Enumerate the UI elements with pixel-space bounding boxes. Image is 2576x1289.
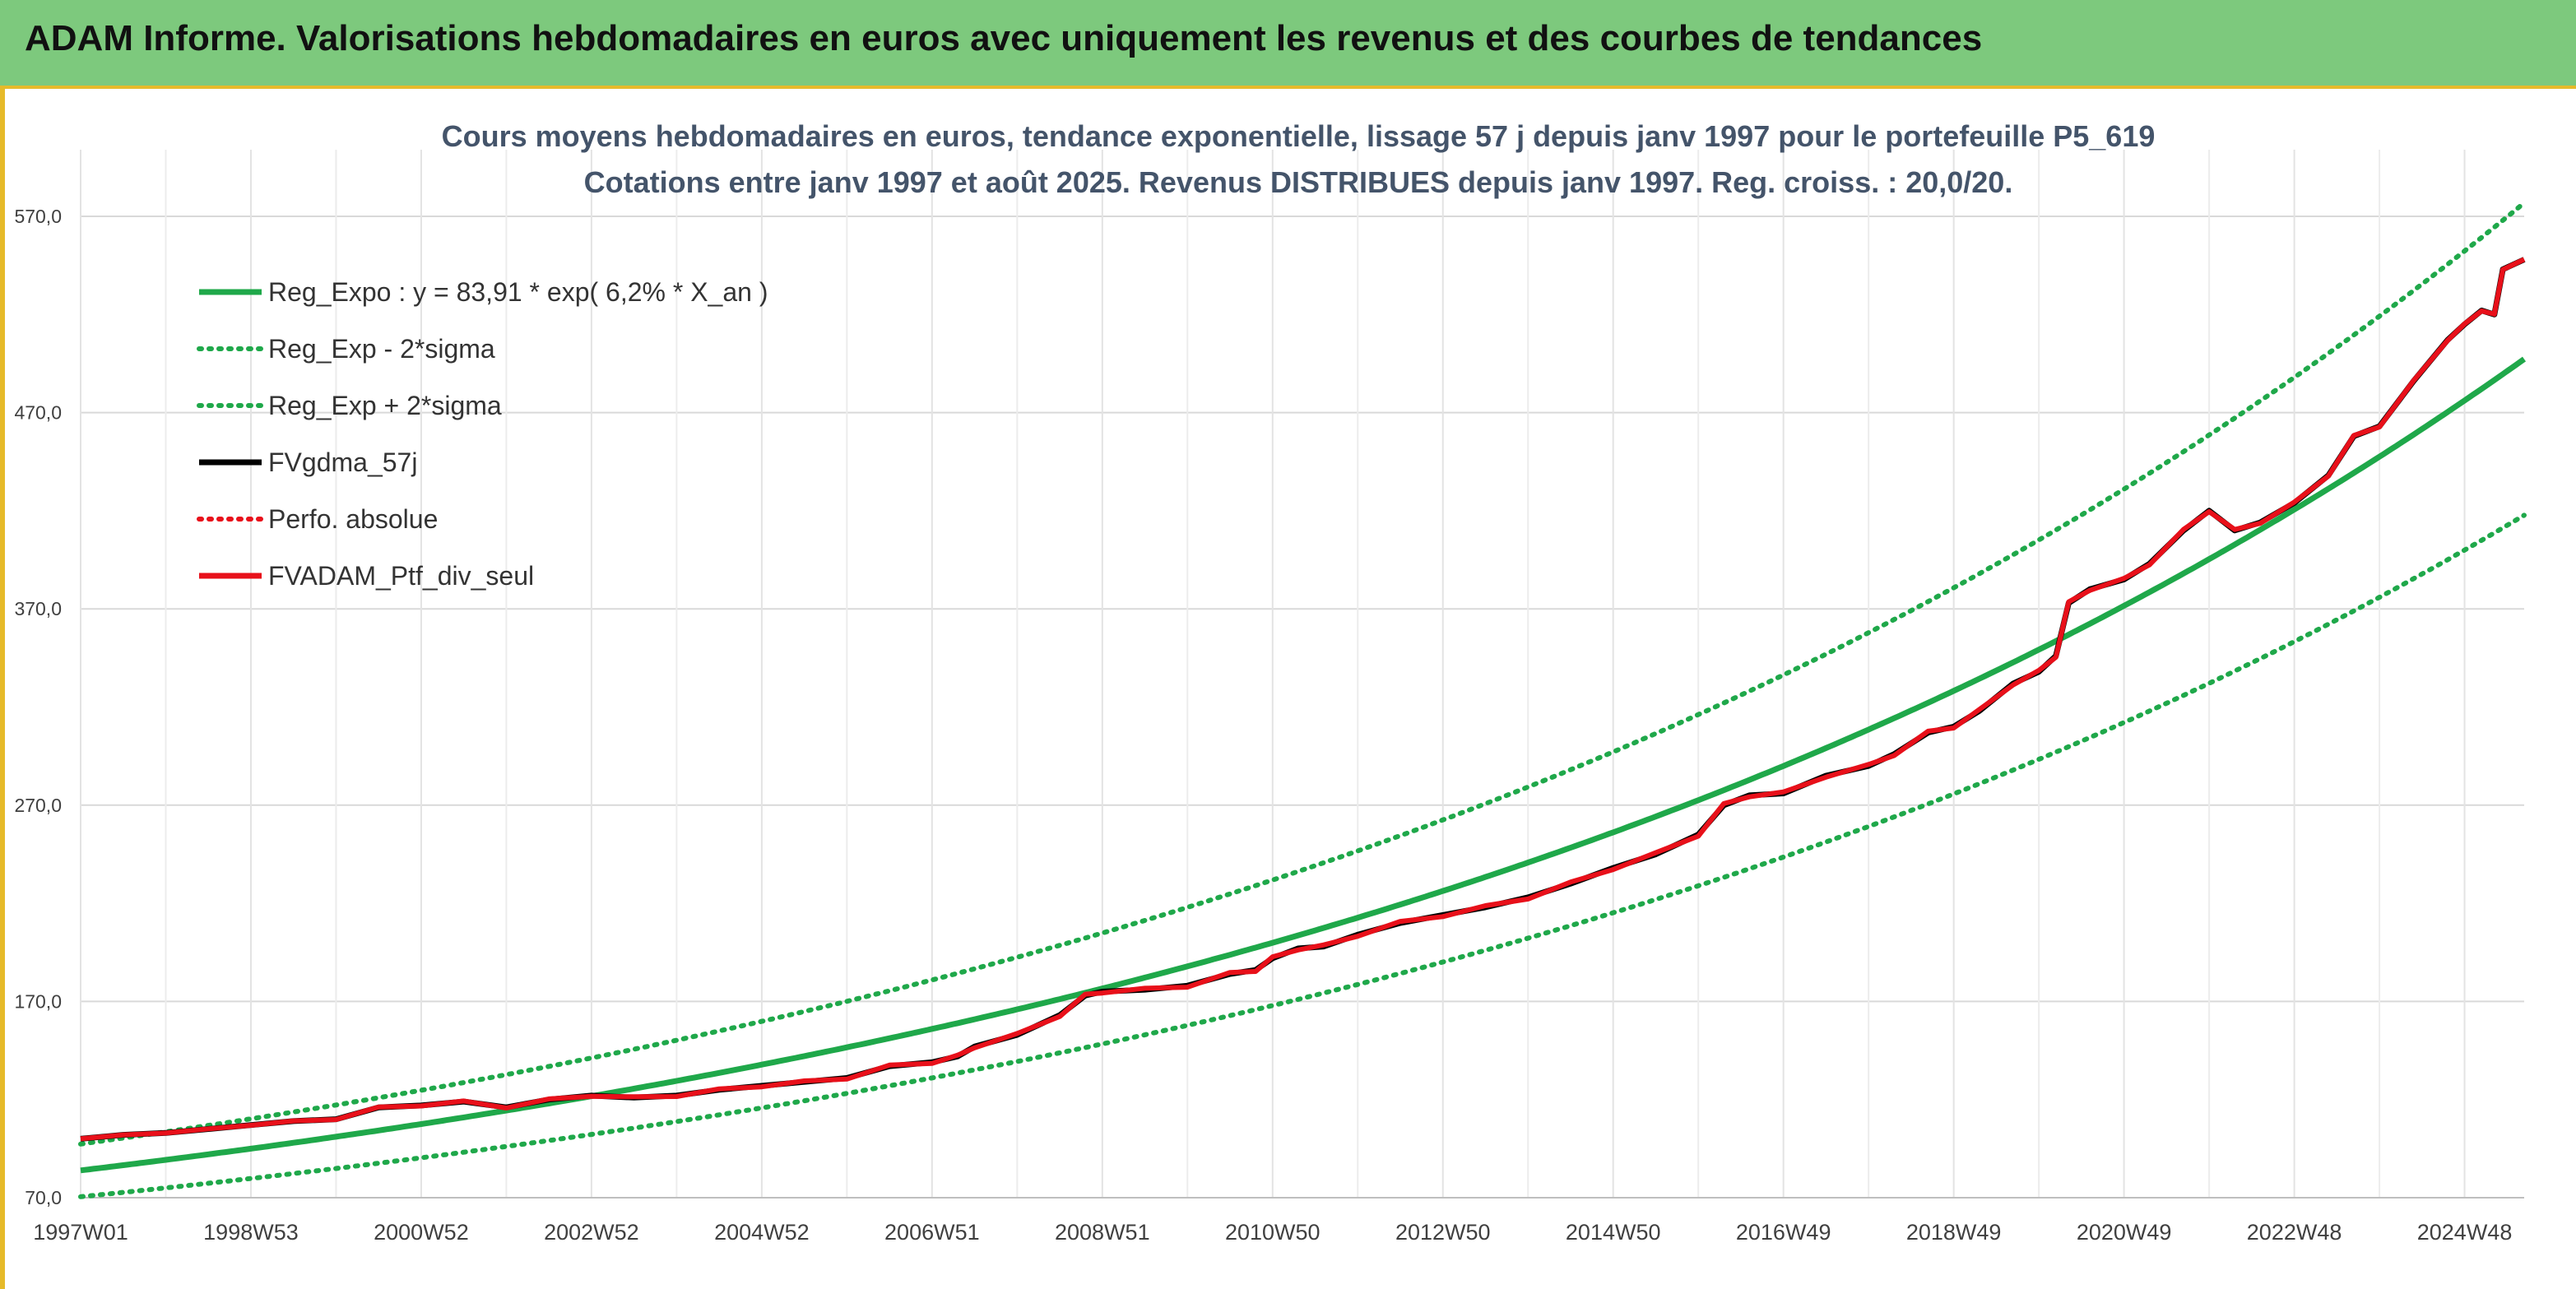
x-tick-label: 2022W48 <box>2247 1220 2342 1245</box>
x-tick-label: 1998W53 <box>203 1220 299 1245</box>
x-tick-label: 2008W51 <box>1055 1220 1150 1245</box>
x-tick-label: 2004W52 <box>714 1220 810 1245</box>
header-banner: ADAM Informe. Valorisations hebdomadaire… <box>0 0 2576 86</box>
x-tick-label: 1997W01 <box>33 1220 128 1245</box>
portfolio-line <box>80 257 2526 1142</box>
legend-label: Perfo. absolue <box>268 504 438 534</box>
x-tick-label: 2018W49 <box>1906 1220 2002 1245</box>
x-tick-label: 2002W52 <box>544 1220 639 1245</box>
x-tick-label: 2006W51 <box>884 1220 980 1245</box>
x-axis: 1997W01 1998W53 2000W52 2002W52 2004W52 2006W… <box>33 1220 2512 1245</box>
y-tick-label: 70,0 <box>25 1187 62 1208</box>
legend-label: Reg_Exp - 2*sigma <box>268 334 495 364</box>
chart-frame <box>0 86 2576 1289</box>
x-tick-label: 2010W50 <box>1225 1220 1320 1245</box>
x-tick-label: 2016W49 <box>1736 1220 1831 1245</box>
y-tick-label: 470,0 <box>14 402 62 424</box>
chart-grid <box>80 150 2524 1199</box>
y-tick-label: 270,0 <box>14 795 62 816</box>
legend-label: Reg_Expo : y = 83,91 * exp( 6,2% * X_an … <box>268 277 768 307</box>
y-tick-label: 170,0 <box>14 990 62 1012</box>
upper-band-line <box>78 200 2527 1147</box>
chart-subtitle: Cotations entre janv 1997 et août 2025. … <box>584 165 2013 199</box>
x-tick-label: 2020W49 <box>2077 1220 2172 1245</box>
regression-line <box>80 356 2527 1174</box>
legend-label: FVADAM_Ptf_div_seul <box>268 561 534 591</box>
x-tick-label: 2024W48 <box>2417 1220 2513 1245</box>
page-title: ADAM Informe. Valorisations hebdomadaire… <box>25 18 1983 58</box>
y-axis: 70,0 170,0 270,0 370,0 470,0 570,0 <box>14 206 62 1208</box>
y-tick-label: 570,0 <box>14 206 62 227</box>
x-tick-label: 2012W50 <box>1395 1220 1491 1245</box>
legend-label: FVgdma_57j <box>268 447 417 477</box>
plot-area <box>78 200 2527 1199</box>
chart-title: Cours moyens hebdomadaires en euros, ten… <box>442 119 2156 153</box>
lower-band-line <box>78 512 2527 1199</box>
y-tick-label: 370,0 <box>14 598 62 619</box>
legend-label: Reg_Exp + 2*sigma <box>268 391 502 420</box>
x-tick-label: 2014W50 <box>1566 1220 1661 1245</box>
x-tick-label: 2000W52 <box>374 1220 469 1245</box>
legend: Reg_Expo : y = 83,91 * exp( 6,2% * X_an … <box>197 277 768 591</box>
